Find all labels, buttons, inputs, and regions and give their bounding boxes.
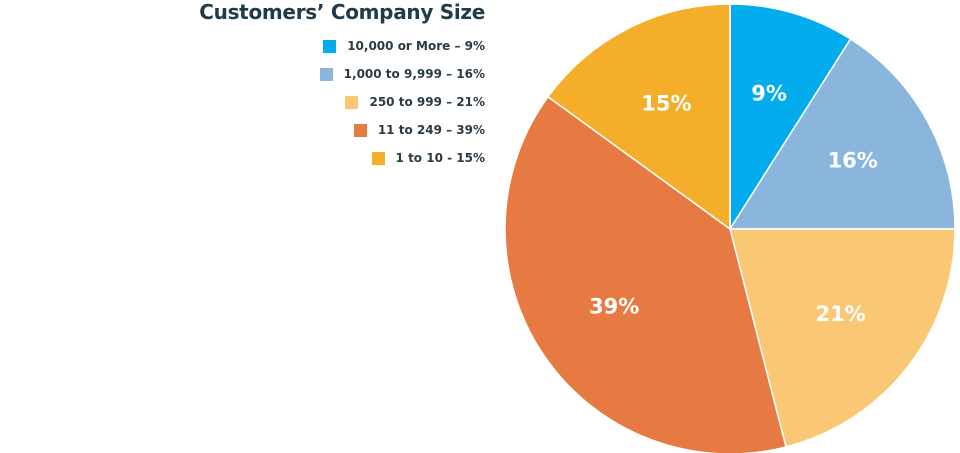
slice-value-label: 21% xyxy=(815,302,865,326)
pie-slice xyxy=(729,3,852,230)
slice-value-label: 15% xyxy=(641,91,691,115)
chart-title: Customers’ Company Size xyxy=(199,0,485,24)
legend-item: 1 to 10 - 15% xyxy=(320,144,485,172)
pie-slice xyxy=(729,228,956,448)
pie-slice xyxy=(547,3,731,230)
slice-value-label: 39% xyxy=(589,295,639,319)
legend-item: 1,000 to 9,999 – 16% xyxy=(319,60,485,88)
legend-label: 11 to 249 – 39% xyxy=(377,123,485,137)
pie-slices xyxy=(504,3,956,453)
legend-swatch xyxy=(345,95,359,109)
legend-item: 250 to 999 – 21% xyxy=(320,88,485,116)
pie-slice xyxy=(504,96,787,453)
legend-label: 250 to 999 – 21% xyxy=(369,95,485,109)
legend-swatch xyxy=(323,39,337,53)
slice-value-label: 16% xyxy=(828,149,878,173)
legend-label: 10,000 or More – 9% xyxy=(347,39,485,53)
slice-value-label: 9% xyxy=(751,82,787,106)
legend-swatch xyxy=(319,67,333,81)
legend-swatch xyxy=(371,151,385,165)
pie-slice xyxy=(729,38,956,230)
legend: 10,000 or More – 9% 1,000 to 9,999 – 16% 2… xyxy=(319,32,485,172)
legend-label: 1,000 to 9,999 – 16% xyxy=(343,67,485,81)
pie-slice-labels: 9% 16% 21% 39% 15% xyxy=(589,82,878,326)
legend-item: 11 to 249 – 39% xyxy=(320,116,485,144)
legend-label: 1 to 10 - 15% xyxy=(395,151,485,165)
legend-swatch xyxy=(353,123,367,137)
legend-item: 10,000 or More – 9% xyxy=(320,32,485,60)
